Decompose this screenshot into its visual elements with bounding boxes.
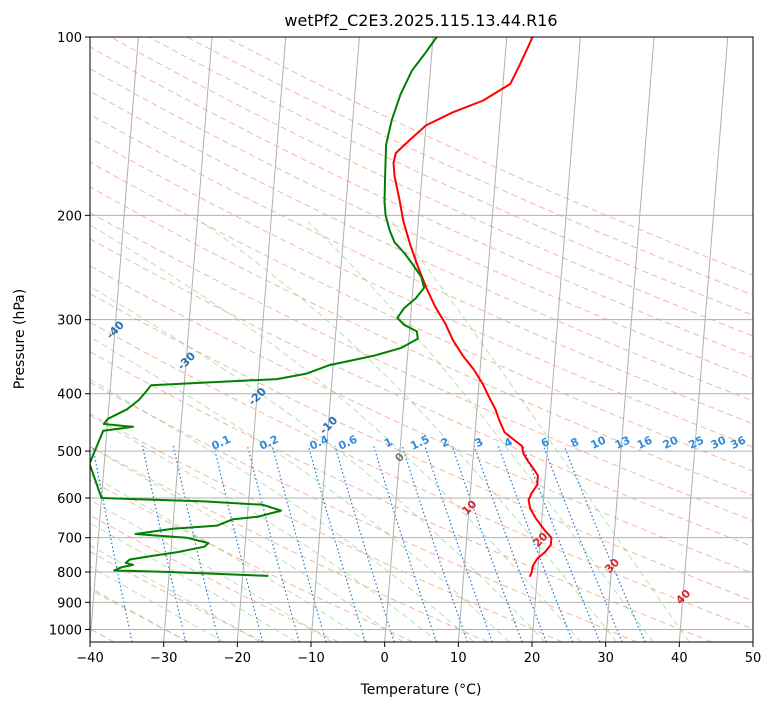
isotherm-line: [605, 37, 655, 642]
dry-adiabat-line: [90, 113, 753, 425]
dry-adiabat-line: [90, 211, 753, 522]
profile-line: [392, 37, 553, 578]
y-tick-label: 200: [57, 209, 82, 224]
y-tick-label: 800: [57, 566, 82, 581]
moist-adiabat-line: [90, 378, 475, 642]
x-axis: −40 −30 −20 −10 0 10 20 30 40 50: [76, 642, 761, 666]
mixing-ratio-line: [142, 445, 187, 642]
dry-adiabat-line: [90, 413, 563, 642]
mixing-ratio-label: 25: [687, 434, 706, 452]
mixing-ratio-label: 10: [589, 433, 609, 451]
moist-adiabat-line: [90, 473, 368, 642]
x-tick-label: −20: [224, 651, 251, 666]
isobars: [90, 37, 753, 630]
dry-adiabat-line: [90, 351, 712, 642]
profile-line: [90, 37, 438, 577]
y-axis-title: Pressure (hPa): [12, 289, 28, 389]
dry-adiabat-line: [110, 37, 753, 337]
dry-adiabat-line: [90, 46, 753, 358]
y-axis: 100 200 300 400 500 600 700 800 900 1000: [49, 31, 90, 638]
mixing-ratio-label: 20: [661, 433, 681, 451]
x-tick-label: 40: [671, 651, 688, 666]
mixing-ratio-line: [246, 445, 300, 642]
mixing-ratio-line: [271, 445, 327, 642]
mixing-ratio-label: 13: [613, 434, 632, 452]
mixing-ratio-line: [307, 445, 366, 642]
y-tick-label: 500: [57, 445, 82, 460]
y-tick-label: 400: [57, 388, 82, 403]
mixing-ratio-line: [92, 445, 133, 642]
x-axis-title: Temperature (°C): [360, 682, 482, 698]
y-tick-label: 700: [57, 532, 82, 547]
mixing-ratio-label: 16: [635, 433, 655, 451]
dry-adiabat-line: [90, 445, 488, 642]
moist-adiabat-line: [90, 224, 582, 642]
dry-adiabat-line: [90, 90, 753, 402]
mixing-ratio-label: 30: [709, 433, 729, 451]
mixing-ratio-line: [473, 445, 547, 642]
y-tick-label: 300: [57, 314, 82, 329]
plot-background: [90, 37, 753, 642]
dry-adiabat-line: [90, 321, 753, 630]
dry-adiabat-line: [90, 265, 753, 574]
mixing-ratio-line: [424, 445, 493, 642]
profiles: [90, 37, 553, 578]
mixing-ratio-line: [373, 445, 437, 642]
moist-adiabat-line: [391, 221, 690, 642]
y-tick-label: 900: [57, 596, 82, 611]
moist-adiabat-line: [200, 221, 618, 642]
x-tick-label: 30: [597, 651, 614, 666]
mixing-ratio-label: 36: [729, 433, 749, 451]
x-tick-label: −40: [76, 651, 103, 666]
dry-adiabat-line: [90, 238, 753, 548]
isotherm-line: [236, 37, 287, 642]
moist-adiabat-line: [90, 499, 333, 642]
moist-adiabat-line: [90, 522, 297, 642]
dry-adiabats: [90, 37, 753, 642]
chart-title: wetPf2_C2E3.2025.115.13.44.R16: [284, 11, 557, 31]
x-tick-label: −30: [150, 651, 177, 666]
isotherm-line: [90, 37, 139, 642]
dry-adiabat-line: [90, 293, 753, 602]
x-tick-label: 0: [381, 651, 389, 666]
isotherm-line: [310, 37, 360, 642]
plot-frame: [89, 36, 754, 643]
dry-adiabat-line: [90, 551, 264, 642]
mixing-ratio-line: [401, 445, 469, 642]
x-tick-label: 50: [745, 651, 762, 666]
mixing-ratio-line: [172, 445, 220, 642]
isotherm-line: [163, 37, 213, 642]
isotherm-line: [678, 37, 729, 642]
isotherm-line: [457, 37, 508, 642]
y-tick-label: 600: [57, 492, 82, 507]
y-tick-label: 1000: [49, 623, 82, 638]
dry-adiabat-line: [186, 37, 753, 296]
x-tick-label: 10: [450, 651, 467, 666]
mixing-ratio-line: [213, 445, 264, 642]
isotherm-line: [384, 37, 434, 642]
dry-adiabat-line: [90, 186, 753, 497]
x-tick-label: 20: [524, 651, 541, 666]
isotherms: [90, 37, 753, 642]
mixing-ratio-labels: 0.1 0.2 0.4 0.6 1 1.5 2 3 4 6 8 10 13 16 20 25 30 36: [210, 433, 749, 453]
mixing-ratio-line: [451, 445, 523, 642]
x-tick-label: −10: [297, 651, 324, 666]
isotherm-line: [531, 37, 581, 642]
moist-adiabat-line: [90, 285, 546, 642]
y-tick-label: 100: [57, 31, 82, 46]
